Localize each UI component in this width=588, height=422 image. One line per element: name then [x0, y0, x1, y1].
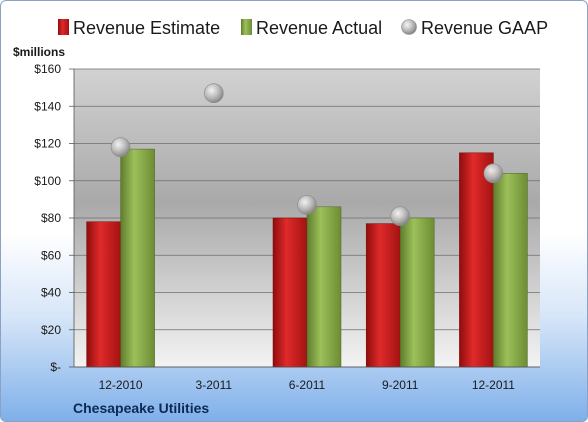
bar-revenue-actual: [306, 206, 342, 368]
legend-swatch-gaap: [401, 19, 417, 35]
bar-revenue-actual: [120, 148, 155, 368]
legend-label-estimate: Revenue Estimate: [73, 18, 220, 38]
legend-swatch-actual: [241, 19, 252, 35]
marker-revenue-gaap: [297, 195, 317, 215]
unit-label: $millions: [13, 45, 65, 59]
bar-revenue-estimate: [86, 221, 121, 368]
bar-revenue-estimate: [272, 217, 308, 368]
y-tick-label: $140: [34, 99, 61, 113]
legend-label-gaap: Revenue GAAP: [421, 18, 548, 38]
y-tick-label: $80: [41, 211, 61, 225]
marker-revenue-gaap: [110, 137, 131, 158]
marker-revenue-gaap: [390, 206, 411, 226]
bar-revenue-estimate: [459, 152, 494, 368]
bar-revenue-estimate: [365, 223, 401, 368]
x-tick-label: 9-2011: [382, 378, 419, 392]
x-tick-label: 3-2011: [196, 378, 233, 392]
y-axis: $- $20 $40 $60 $80 $100 $120 $140 $160: [34, 62, 75, 374]
marker-revenue-gaap: [483, 163, 504, 184]
bars: [86, 148, 528, 368]
y-tick-label: $120: [34, 137, 61, 151]
legend: Revenue Estimate Revenue Actual Revenue …: [58, 18, 548, 38]
y-tick-label: $-: [50, 360, 61, 374]
legend-swatch-estimate: [58, 19, 69, 35]
legend-label-actual: Revenue Actual: [256, 18, 382, 38]
x-tick-label: 12-2011: [472, 378, 515, 392]
bar-revenue-actual: [399, 217, 435, 368]
x-axis: 12-2010 3-2011 6-2011 9-2011 12-2011: [74, 366, 540, 392]
marker-revenue-gaap: [204, 83, 224, 104]
bar-revenue-actual: [493, 173, 528, 368]
gaap-markers: [110, 83, 504, 226]
y-tick-label: $20: [41, 323, 61, 337]
x-tick-label: 6-2011: [289, 378, 326, 392]
y-tick-label: $160: [34, 62, 61, 76]
y-tick-label: $60: [41, 248, 61, 262]
x-tick-label: 12-2010: [99, 378, 143, 392]
company-name: Chesapeake Utilities: [73, 400, 209, 416]
y-tick-label: $40: [41, 286, 61, 300]
y-tick-label: $100: [34, 174, 61, 188]
